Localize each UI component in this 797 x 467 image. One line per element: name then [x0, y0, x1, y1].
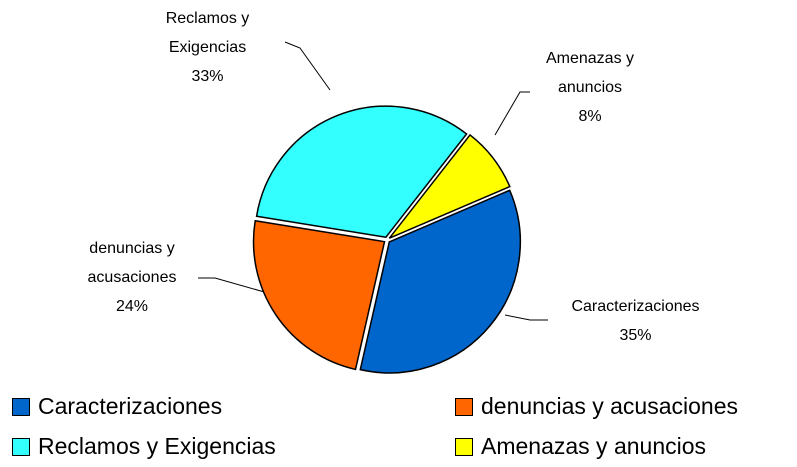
legend-label: Amenazas y anuncios — [481, 433, 707, 459]
legend-item: Amenazas y anuncios — [455, 433, 706, 460]
data-label-name: Amenazas y anuncios — [545, 50, 635, 96]
data-label-value: 8% — [578, 108, 602, 125]
pie-slice — [359, 189, 522, 374]
pie-slice — [255, 105, 468, 239]
leader-line — [504, 314, 548, 321]
leader-line — [284, 41, 331, 91]
leader-line — [494, 91, 530, 136]
legend-item: Reclamos y Exigencias — [12, 433, 276, 460]
pie-slice — [252, 219, 386, 371]
legend-swatch — [12, 397, 30, 416]
legend-item: denuncias y acusaciones — [455, 393, 738, 420]
legend-item: Caracterizaciones — [12, 393, 222, 420]
legend-swatch — [455, 437, 473, 456]
data-label-value: 33% — [191, 68, 224, 85]
data-label-value: 35% — [619, 327, 652, 344]
data-label-value: 24% — [115, 298, 149, 315]
legend-label: denuncias y acusaciones — [481, 393, 738, 419]
legend-swatch — [455, 397, 473, 416]
data-label-name: denuncias y acusaciones — [87, 240, 177, 286]
pie-slice — [388, 133, 511, 239]
data-label-name: Reclamos y Exigencias — [165, 10, 250, 56]
leader-line — [198, 277, 276, 296]
legend-label: Caracterizaciones — [38, 393, 223, 419]
data-label-name: Caracterizaciones — [571, 298, 700, 315]
legend-label: Reclamos y Exigencias — [38, 433, 276, 459]
legend-swatch — [12, 437, 30, 456]
